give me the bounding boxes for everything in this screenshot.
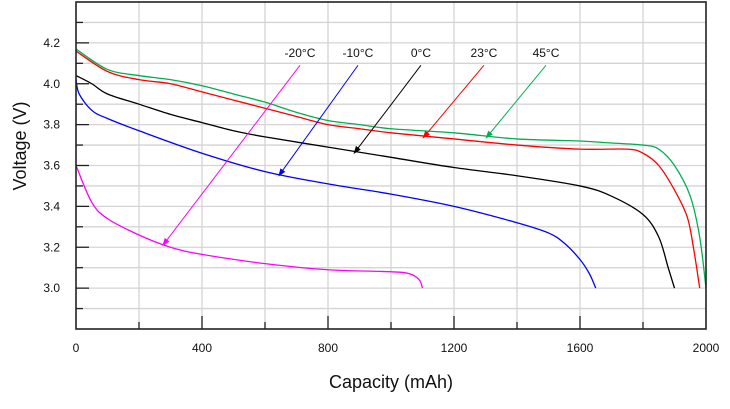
series-label: -10°C <box>343 46 374 60</box>
series-line <box>75 50 701 289</box>
y-tick-label: 3.2 <box>43 240 60 254</box>
ticks: 0 400 800 1200 1600 2000 3.0 3.2 3.4 3.6 3.8 4.0 4.2 <box>43 21 720 355</box>
annotation-arrow <box>353 65 422 155</box>
series-label: 0°C <box>411 46 431 60</box>
y-axis-label: Voltage (V) <box>10 101 30 190</box>
annotation-arrow <box>162 65 301 247</box>
grid <box>76 2 706 329</box>
annotation-arrow <box>485 65 547 139</box>
x-tick-label: 1600 <box>567 341 594 355</box>
y-tick-label: 3.4 <box>43 199 60 213</box>
series-label: 45°C <box>533 46 560 60</box>
series-line <box>75 165 424 289</box>
y-tick-label: 3.6 <box>43 159 60 173</box>
x-tick-label: 0 <box>73 341 80 355</box>
series-label: 23°C <box>471 46 498 60</box>
annotations: -20°C -10°C 0°C 23°C 45°C <box>162 46 560 247</box>
annotation-arrow <box>422 65 485 139</box>
annotation-arrow <box>278 65 359 177</box>
y-tick-label: 3.0 <box>43 281 60 295</box>
x-tick-label: 2000 <box>693 341 720 355</box>
series-line <box>75 79 597 289</box>
x-axis-label: Capacity (mAh) <box>329 372 453 392</box>
x-tick-label: 800 <box>318 341 338 355</box>
series-line <box>75 74 676 289</box>
series-label: -20°C <box>285 46 316 60</box>
y-tick-label: 4.0 <box>43 77 60 91</box>
y-tick-label: 3.8 <box>43 118 60 132</box>
x-tick-label: 1200 <box>441 341 468 355</box>
x-tick-label: 400 <box>192 341 212 355</box>
y-tick-label: 4.2 <box>43 36 60 50</box>
series-line <box>75 48 707 289</box>
